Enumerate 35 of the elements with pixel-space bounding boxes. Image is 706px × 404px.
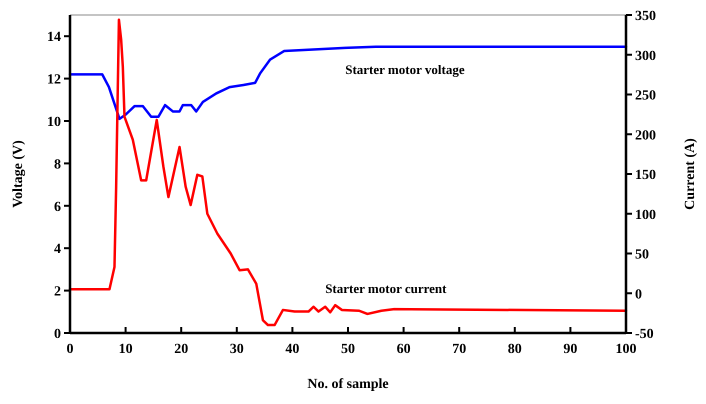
x-tick-label: 30 — [230, 342, 244, 357]
y2-tick-label: 200 — [635, 128, 656, 144]
y-tick-label: 14 — [47, 30, 61, 46]
y2-tick-label: 0 — [635, 287, 642, 302]
y2-tick-label: 100 — [635, 208, 656, 223]
line-series — [68, 18, 628, 326]
y-axis-title: Voltage (V) — [11, 140, 26, 208]
y2-tick-label: 50 — [635, 248, 649, 262]
y2-tick-label: -50 — [635, 327, 654, 342]
y-tick-label: 0 — [54, 327, 61, 342]
y2-axis-title: Current (A) — [683, 138, 698, 210]
x-axis-title: No. of sample — [307, 377, 389, 392]
series-label: Starter motor current — [325, 280, 448, 296]
x-tick-label: 40 — [285, 342, 300, 357]
x-tick-label: 60 — [396, 342, 411, 357]
x-tick-label: 10 — [118, 342, 133, 357]
y2-tick-label: 350 — [635, 9, 656, 24]
y-tick-label: 6 — [54, 200, 61, 215]
x-tick-label: 70 — [452, 342, 466, 357]
y2-tick-label: 250 — [635, 88, 656, 104]
y-tick-label: 12 — [47, 72, 61, 88]
y-tick-label: 2 — [54, 284, 61, 300]
x-tick-label: 80 — [508, 342, 522, 357]
y-tick-label: 4 — [54, 242, 61, 258]
x-tick-label: 0 — [66, 342, 74, 357]
line-series — [68, 46, 628, 120]
x-tick-label: 90 — [563, 342, 578, 357]
x-tick-label: 20 — [174, 342, 188, 357]
y-tick-label: 10 — [47, 115, 61, 130]
y-tick-label: 8 — [54, 157, 61, 172]
x-tick-label: 50 — [341, 342, 355, 357]
series-label: Starter motor voltage — [345, 62, 465, 77]
y2-tick-label: 300 — [635, 48, 656, 64]
x-tick-label: 100 — [616, 342, 636, 357]
y2-tick-label: 150 — [635, 168, 656, 183]
